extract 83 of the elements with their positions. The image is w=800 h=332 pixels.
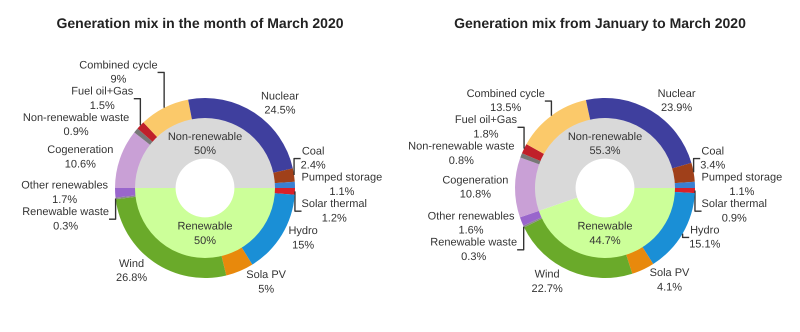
data-label: 1.6% — [458, 224, 484, 237]
data-label: 3.4% — [700, 160, 726, 172]
slice-label: Hydro — [690, 224, 720, 236]
donut-slice — [538, 188, 675, 258]
donut-slice — [520, 210, 543, 226]
data-label: 44.7% — [589, 234, 621, 247]
data-label: 55.3% — [589, 145, 621, 158]
slice-label: Renewable waste — [430, 236, 518, 249]
slice-label: Non-renewable — [168, 130, 242, 143]
donut-slice — [273, 182, 295, 188]
donut-slice — [137, 122, 158, 143]
slice-label: Sola PV — [650, 267, 690, 280]
donut-slice — [535, 118, 675, 211]
data-label: 0.3% — [461, 250, 486, 263]
slice-label: Wind — [534, 268, 560, 281]
slice-label: Wind — [119, 258, 144, 270]
data-label: 2.4% — [300, 160, 326, 172]
chart-title: Generation mix from January to March 2020 — [454, 15, 746, 32]
data-label: 22.7% — [532, 282, 563, 295]
donut-slice — [524, 218, 632, 278]
data-label: 4.1% — [656, 282, 682, 294]
slice-label: Coal — [701, 145, 724, 158]
chart-title: Generation mix in the month of March 2020 — [56, 15, 344, 32]
donut-slice — [673, 182, 695, 188]
donut-slice — [135, 188, 275, 258]
donut-slice — [135, 118, 275, 188]
slice-label: Non-renewable — [568, 130, 642, 143]
data-label: 23.9% — [660, 102, 692, 114]
data-label: 9% — [110, 74, 127, 86]
slice-label: Nuclear — [658, 88, 696, 100]
data-label: 1.8% — [473, 128, 499, 141]
data-label: 26.8% — [116, 272, 148, 284]
slice-label: Fuel oil+Gas — [454, 114, 518, 126]
donut-slice — [523, 216, 544, 228]
donut-slice — [115, 188, 137, 198]
slice-label: Combined cycle — [466, 88, 545, 100]
slice-label: Non-renewable waste — [22, 112, 130, 124]
data-label: 1.1% — [729, 186, 755, 198]
data-label: 1.7% — [52, 194, 78, 206]
data-label: 15% — [292, 239, 314, 252]
donut-slice — [520, 153, 542, 165]
slice-label: Renewable — [577, 220, 633, 233]
slice-label: Solar thermal — [702, 198, 767, 210]
data-label: 1.5% — [90, 100, 116, 112]
donut-slice — [134, 128, 154, 146]
slice-label: Cogeneration — [442, 174, 508, 186]
data-label: 0.8% — [448, 154, 474, 167]
data-label: 13.5% — [490, 102, 522, 114]
donut-slice — [673, 188, 695, 194]
data-label: 50% — [194, 145, 216, 158]
data-label: 0.9% — [722, 212, 747, 224]
slice-label: Fuel oil+Gas — [71, 86, 134, 98]
slice-label: Pumped storage — [302, 172, 382, 184]
data-label: 15.1% — [689, 238, 721, 251]
data-label: 10.6% — [64, 158, 96, 170]
slice-label: Other renewables — [21, 180, 109, 192]
slice-label: Nuclear — [260, 90, 300, 102]
slice-label: Coal — [302, 145, 324, 158]
data-label: 50% — [194, 234, 216, 247]
donut-slice — [515, 158, 541, 218]
slice-label: Pumped storage — [702, 172, 782, 184]
slice-label: Cogeneration — [47, 144, 114, 156]
donut-slice — [522, 144, 546, 162]
data-label: 0.9% — [64, 126, 89, 138]
slice-label: Solar thermal — [302, 198, 367, 210]
slice-label: Renewable — [177, 220, 233, 233]
data-label: 1.1% — [329, 186, 355, 198]
data-label: 10.8% — [460, 188, 492, 201]
slice-label: Renewable waste — [22, 206, 110, 218]
slice-label: Combined cycle — [79, 59, 158, 72]
donut-slice — [115, 132, 152, 188]
donut-slice — [670, 162, 695, 184]
donut-slice — [273, 188, 295, 195]
data-label: 0.3% — [53, 220, 78, 232]
slice-label: Other renewables — [428, 210, 515, 222]
slice-label: Hydro — [288, 225, 318, 238]
slice-label: Sola PV — [246, 269, 287, 282]
donut-slice — [272, 168, 295, 184]
data-label: 1.2% — [322, 212, 347, 224]
donut-slice — [116, 195, 138, 200]
slice-label: Non-renewable waste — [408, 140, 515, 153]
data-label: 5% — [258, 283, 274, 296]
data-label: 24.5% — [264, 104, 296, 117]
